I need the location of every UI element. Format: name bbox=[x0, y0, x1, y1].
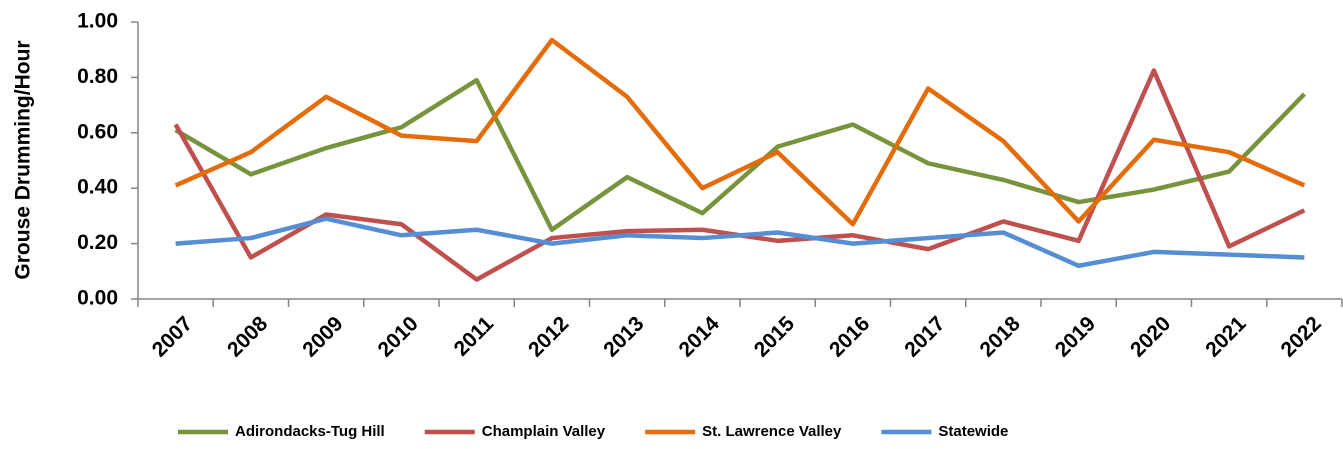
x-tick-label: 2013 bbox=[599, 312, 648, 361]
x-tick-label: 2007 bbox=[148, 312, 197, 361]
x-tick-label: 2008 bbox=[223, 312, 273, 362]
series-line bbox=[174, 37, 1306, 227]
x-tick-label: 2011 bbox=[450, 312, 499, 361]
x-tick-label: 2009 bbox=[298, 312, 347, 361]
y-tick-label: 0.80 bbox=[77, 65, 118, 88]
x-tick-label: 2018 bbox=[976, 312, 1026, 362]
x-tick-label: 2022 bbox=[1277, 312, 1326, 361]
x-tick-label: 2019 bbox=[1051, 312, 1100, 361]
y-tick-label: 0.00 bbox=[77, 287, 118, 310]
x-tick-label: 2015 bbox=[750, 312, 800, 362]
x-tick-label: 2014 bbox=[675, 312, 725, 362]
x-tick-label: 2016 bbox=[825, 312, 874, 361]
legend-label: Adirondacks-Tug Hill bbox=[235, 423, 385, 440]
y-tick-label: 1.00 bbox=[77, 10, 118, 33]
series-line bbox=[174, 77, 1306, 232]
series-line bbox=[173, 68, 1306, 282]
y-tick-label: 0.60 bbox=[77, 120, 118, 143]
x-tick-label: 2012 bbox=[524, 312, 573, 361]
x-tick-label: 2020 bbox=[1126, 312, 1175, 361]
x-tick-label: 2021 bbox=[1201, 312, 1251, 362]
legend-label: Champlain Valley bbox=[482, 423, 606, 440]
x-tick-label: 2017 bbox=[900, 312, 949, 361]
x-tick-label: 2010 bbox=[374, 312, 423, 361]
legend-label: St. Lawrence Valley bbox=[702, 423, 842, 440]
y-tick-label: 0.20 bbox=[77, 231, 118, 254]
legend-label: Statewide bbox=[938, 423, 1008, 440]
y-tick-label: 0.40 bbox=[77, 176, 118, 199]
series-line bbox=[175, 216, 1305, 269]
y-axis-label: Grouse Drumming/Hour bbox=[12, 40, 35, 279]
